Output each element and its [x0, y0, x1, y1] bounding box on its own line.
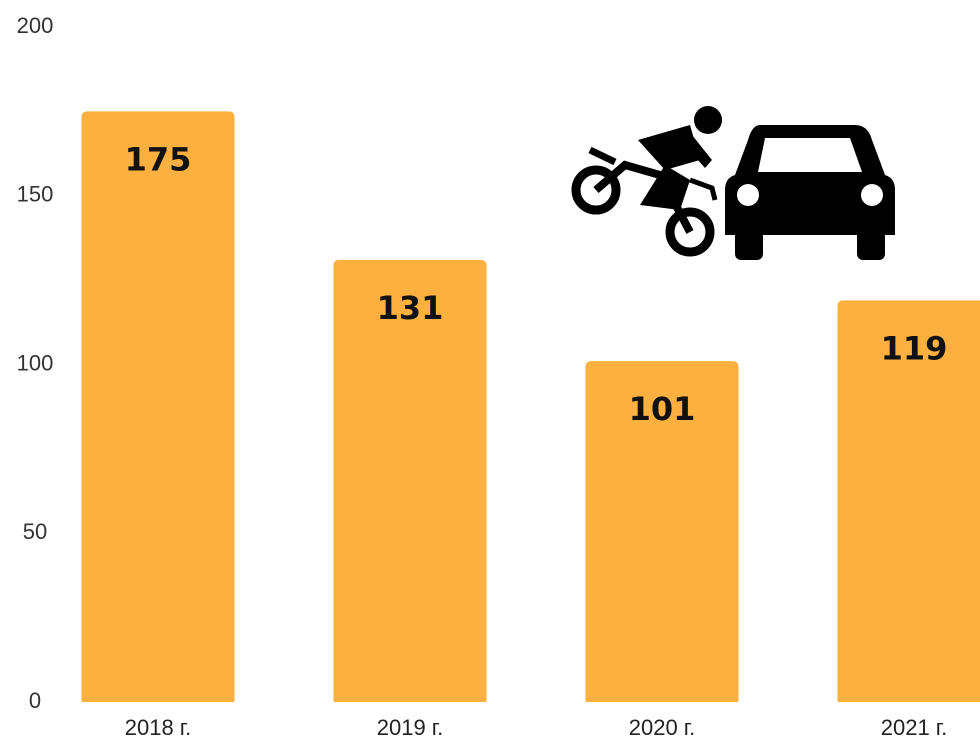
bar: [837, 300, 980, 702]
y-tick-label: 200: [17, 13, 54, 38]
y-tick-label: 100: [17, 350, 54, 375]
bar: [81, 111, 235, 702]
x-tick-label: 2021 г.: [881, 715, 948, 740]
value-label: 101: [629, 390, 696, 428]
x-tick-label: 2018 г.: [125, 715, 192, 740]
y-tick-label: 0: [29, 688, 41, 713]
value-label: 119: [881, 329, 948, 367]
y-tick-label: 50: [23, 519, 47, 544]
bar: [585, 361, 739, 702]
crash-icon: [571, 106, 895, 260]
y-tick-label: 150: [17, 182, 54, 207]
x-tick-label: 2020 г.: [629, 715, 696, 740]
value-label: 175: [125, 140, 192, 178]
x-tick-label: 2019 г.: [377, 715, 444, 740]
bar: [333, 259, 487, 702]
value-label: 131: [377, 289, 444, 327]
